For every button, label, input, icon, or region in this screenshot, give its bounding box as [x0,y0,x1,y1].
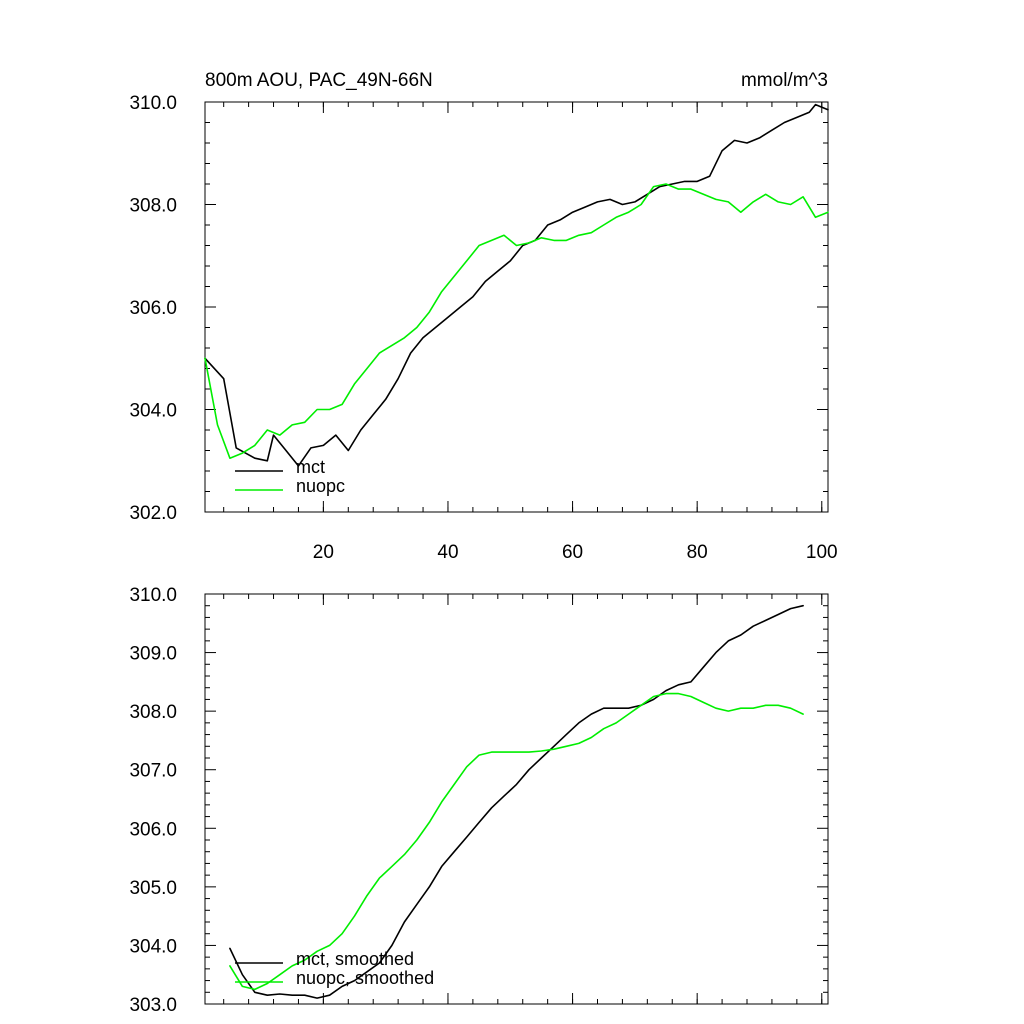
series-line-nuopc-smoothed [229,692,804,991]
y-tick-label: 309.0 [129,644,177,665]
x-tick-label: 80 [687,542,708,563]
y-tick-label: 310.0 [129,585,177,606]
y-tick-label: 304.0 [129,401,177,422]
bottom-panel: 303.0 304.0 305.0 306.0 307.0 308.0 309.0 310.0… [129,585,829,1016]
series-line-mct [204,103,829,467]
legend-label: nuopc, smoothed [296,968,434,988]
y-tick-label: 303.0 [129,995,177,1016]
y-tick-label: 305.0 [129,878,177,899]
x-tick-label: 40 [437,542,458,563]
x-tick-label: 20 [313,542,334,563]
legend-label: mct, smoothed [296,949,414,969]
plot-frame [204,593,829,1005]
x-tick-label: 60 [562,542,583,563]
y-tick-label: 308.0 [129,196,177,217]
y-tick-label: 302.0 [129,503,177,524]
series-line-mct-smoothed [229,604,804,999]
y-tick-label: 308.0 [129,702,177,723]
y-tick-label: 306.0 [129,298,177,319]
series-line-nuopc [204,183,829,460]
y-tick-label: 307.0 [129,761,177,782]
y-tick-label: 306.0 [129,819,177,840]
legend-label: mct [296,457,325,477]
units-label: mmol/m^3 [741,70,828,91]
chart-title: 800m AOU, PAC_49N-66N [205,70,433,91]
plot-frame [204,101,829,513]
top-panel: 20 40 60 80 100 302.0 304.0 306.0 308.0 310.0 mctn… [129,93,837,563]
y-tick-label: 304.0 [129,936,177,957]
y-tick-label: 310.0 [129,93,177,114]
x-tick-label: 100 [806,542,838,563]
legend-label: nuopc [296,476,345,496]
